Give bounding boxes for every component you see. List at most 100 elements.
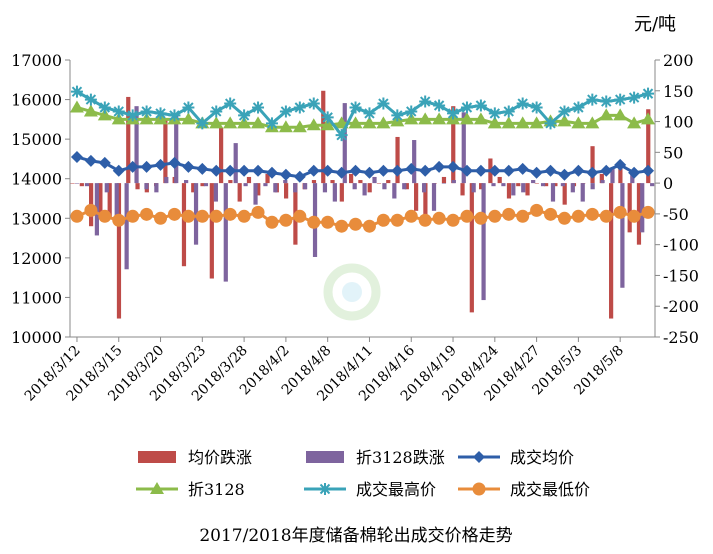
series-point-circle: [460, 209, 474, 223]
right-tick-label: -50: [663, 205, 689, 224]
series-point-triangle: [585, 116, 600, 129]
series-point-star: [279, 105, 292, 118]
series-point-triangle: [306, 118, 321, 131]
legend-marker: [473, 451, 485, 463]
bar-adj3128-change: [154, 183, 159, 193]
bar-adj3128-change: [124, 183, 129, 270]
bar-adj3128-change: [441, 183, 447, 184]
bar-avg-change: [98, 183, 103, 214]
bar-adj3128-change: [273, 183, 278, 193]
series-point-diamond: [98, 156, 111, 169]
series-point-triangle: [599, 108, 614, 121]
bar-avg-change: [181, 183, 187, 267]
bar-avg-change: [497, 176, 502, 184]
series-point-star: [265, 117, 278, 130]
bar-avg-change: [126, 96, 131, 184]
series-point-star: [168, 109, 181, 122]
series-point-diamond: [70, 150, 83, 163]
series-point-circle: [571, 209, 585, 223]
bar-adj3128-change: [640, 183, 645, 233]
series-point-star: [447, 107, 460, 120]
series-point-diamond: [502, 164, 515, 177]
bar-adj3128-change: [501, 183, 506, 187]
series-point-star: [252, 101, 265, 114]
series-point-triangle: [571, 116, 586, 129]
bar-adj3128-change: [560, 183, 566, 187]
bar-adj3128-change: [223, 183, 228, 282]
legend-bar-swatch: [138, 451, 176, 463]
right-tick-label: -150: [663, 266, 699, 285]
series-point-triangle: [557, 114, 572, 127]
series-point-triangle: [139, 112, 154, 125]
series-point-diamond: [447, 160, 460, 173]
series-point-circle: [140, 207, 154, 221]
legend-label: 成交均价: [510, 448, 574, 467]
series-point-diamond: [279, 168, 292, 181]
series-point-triangle: [362, 116, 377, 129]
bar-avg-change: [590, 146, 595, 184]
bar-adj3128-change: [550, 183, 556, 202]
series-point-diamond: [544, 164, 557, 177]
bar-adj3128-change: [382, 183, 387, 190]
bar-adj3128-change: [402, 183, 407, 190]
bar-avg-change: [609, 183, 614, 319]
right-tick-label: 50: [663, 143, 683, 162]
series-point-star: [433, 99, 446, 112]
series-point-star: [488, 107, 501, 120]
series-point-circle: [265, 215, 279, 229]
bar-avg-change: [404, 183, 409, 190]
bar-adj3128-change: [293, 183, 298, 193]
series-point-circle: [293, 209, 307, 223]
series-point-star: [307, 97, 320, 110]
bar-avg-change: [386, 180, 391, 184]
series-point-diamond: [238, 164, 251, 177]
series-point-star: [572, 101, 585, 114]
series-point-circle: [112, 213, 126, 227]
series-point-diamond: [321, 164, 334, 177]
right-tick-label: 0: [663, 174, 673, 193]
series-point-diamond: [154, 158, 167, 171]
bar-adj3128-change: [421, 183, 427, 193]
bar-avg-change: [516, 183, 521, 187]
series-point-circle: [321, 215, 335, 229]
series-point-star: [628, 91, 641, 104]
legend-marker: [472, 482, 486, 496]
bar-adj3128-change: [352, 183, 357, 190]
series-point-diamond: [265, 166, 278, 179]
series-point-star: [154, 107, 167, 120]
series-point-diamond: [140, 160, 153, 173]
bar-adj3128-change: [570, 183, 575, 193]
series-point-star: [586, 93, 599, 106]
series-point-triangle: [473, 112, 488, 125]
series-point-triangle: [320, 118, 335, 131]
bar-adj3128-change: [203, 183, 209, 187]
series-point-triangle: [97, 108, 112, 121]
bar-adj3128-change: [540, 183, 546, 187]
series-point-circle: [84, 203, 98, 217]
series-point-star: [140, 105, 153, 118]
bar-avg-change: [358, 180, 363, 184]
bar-adj3128-change: [610, 167, 615, 184]
series-point-triangle: [348, 116, 363, 129]
series-point-star: [349, 101, 362, 114]
bar-adj3128-change: [590, 183, 595, 190]
series-point-diamond: [210, 164, 223, 177]
series-point-star: [419, 95, 432, 108]
legend-marker: [150, 482, 164, 494]
bar-avg-change: [311, 180, 317, 184]
bar-avg-change: [284, 183, 289, 199]
series-point-diamond: [84, 154, 97, 167]
series-point-diamond: [112, 164, 125, 177]
series-point-triangle: [83, 104, 98, 117]
series-point-diamond: [391, 164, 404, 177]
left-tick-label: 17000: [11, 51, 62, 70]
bar-avg-change: [646, 109, 651, 184]
bar-avg-change: [330, 180, 335, 184]
series-point-triangle: [292, 120, 307, 133]
series-point-diamond: [460, 164, 473, 177]
bar-avg-change: [135, 183, 140, 190]
series-point-star: [600, 95, 613, 108]
left-tick-label: 15000: [11, 130, 62, 149]
bar-avg-change: [219, 127, 224, 184]
